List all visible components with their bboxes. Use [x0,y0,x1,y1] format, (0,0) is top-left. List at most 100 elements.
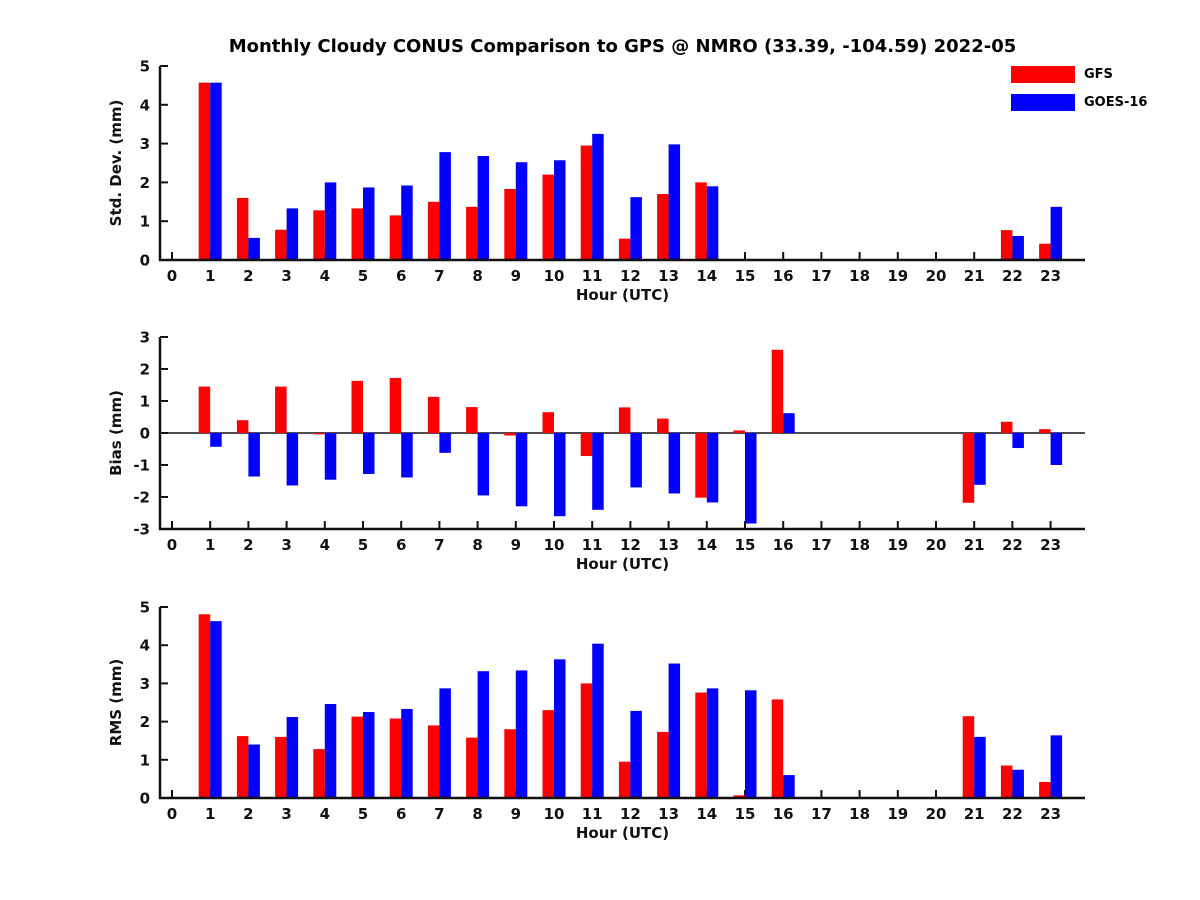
x-tick-label: 15 [735,267,756,285]
y-tick-label: -2 [133,489,150,507]
bar-gfs-hour-12 [618,238,631,260]
legend-label-goes16: GOES-16 [1084,95,1148,110]
bar-gfs-hour-2 [236,420,249,433]
y-tick-label: 4 [140,96,150,114]
bar-goes16-hour-22 [1012,769,1024,798]
bar-gfs-hour-14 [695,692,707,798]
y-tick-label: 5 [140,599,150,617]
x-tick-label: 13 [658,805,679,823]
y-tick-label: -3 [133,521,150,539]
bar-goes16-hour-13 [668,663,681,798]
x-tick-label: 5 [358,536,368,554]
bar-goes16-hour-22 [1012,235,1024,260]
y-tick-label: 0 [140,425,150,443]
x-tick-label: 3 [281,805,291,823]
x-tick-label: 12 [620,536,641,554]
x-tick-label: 8 [472,805,482,823]
bar-goes16-hour-11 [592,133,604,260]
bar-goes16-hour-7 [439,152,451,260]
x-tick-label: 11 [582,267,603,285]
x-tick-label: 2 [243,267,253,285]
x-tick-label: 23 [1040,267,1061,285]
y-tick-label: 3 [140,329,150,347]
bar-gfs-hour-23 [1039,429,1051,433]
bar-gfs-hour-11 [580,145,593,260]
x-tick-label: 20 [926,267,947,285]
x-tick-label: 1 [205,267,215,285]
bar-goes16-hour-3 [286,717,299,798]
legend-item-gfs: GFS [1011,66,1147,83]
bar-gfs-hour-7 [427,725,440,798]
bar-goes16-hour-6 [401,185,413,260]
x-tick-label: 8 [472,536,482,554]
legend: GFS GOES-16 [1011,66,1147,111]
bar-goes16-hour-22 [1012,433,1024,449]
bar-goes16-hour-14 [706,433,719,503]
bar-goes16-hour-4 [324,433,337,480]
bar-goes16-hour-23 [1050,735,1063,798]
x-tick-label: 16 [773,805,794,823]
bar-goes16-hour-15 [745,690,757,798]
bar-gfs-hour-12 [618,761,631,798]
bar-gfs-hour-22 [1000,230,1013,260]
bar-goes16-hour-1 [210,621,222,798]
bar-gfs-hour-10 [542,412,554,433]
x-tick-label: 10 [544,267,565,285]
x-tick-label: 9 [511,267,521,285]
x-tick-label: 12 [620,267,641,285]
x-tick-label: 17 [811,267,832,285]
x-tick-label: 0 [167,267,177,285]
y-tick-label: 0 [140,790,150,808]
x-tick-label: 21 [964,805,985,823]
bar-gfs-hour-7 [427,396,440,433]
x-axis-label: Hour (UTC) [576,555,669,573]
x-tick-label: 7 [434,536,444,554]
x-tick-label: 10 [544,536,565,554]
bar-gfs-hour-10 [542,174,554,260]
bar-goes16-hour-10 [554,659,566,798]
y-tick-label: 1 [140,751,150,769]
x-tick-label: 13 [658,267,679,285]
x-tick-label: 19 [887,805,908,823]
bar-gfs-hour-8 [466,206,478,260]
x-tick-label: 15 [735,536,756,554]
bar-gfs-hour-9 [504,729,516,798]
x-tick-label: 10 [544,805,565,823]
bar-gfs-hour-12 [618,407,631,433]
x-tick-label: 9 [511,805,521,823]
bar-gfs-hour-7 [427,201,440,260]
bar-goes16-hour-2 [248,237,260,260]
bar-gfs-hour-4 [313,210,325,260]
x-tick-label: 2 [243,805,253,823]
bar-gfs-hour-21 [962,433,975,503]
x-tick-label: 0 [167,805,177,823]
x-tick-label: 3 [281,267,291,285]
bar-goes16-hour-5 [363,187,375,260]
bar-goes16-hour-8 [477,433,490,496]
bar-goes16-hour-9 [515,670,528,798]
y-axis-label: RMS (mm) [107,659,125,746]
x-tick-label: 7 [434,805,444,823]
x-tick-label: 14 [696,805,717,823]
bar-gfs-hour-9 [504,433,516,436]
bar-goes16-hour-11 [592,433,604,510]
x-tick-label: 23 [1040,536,1061,554]
bar-gfs-hour-3 [275,229,287,260]
x-tick-label: 1 [205,536,215,554]
bar-gfs-hour-11 [580,683,593,798]
bar-gfs-hour-21 [962,716,975,798]
bar-goes16-hour-15 [745,433,757,524]
legend-item-goes16: GOES-16 [1011,94,1147,111]
x-tick-label: 16 [773,267,794,285]
bar-goes16-hour-6 [401,708,413,798]
bar-goes16-hour-5 [363,712,375,798]
x-tick-label: 18 [849,805,870,823]
bar-gfs-hour-13 [657,731,669,798]
y-tick-label: 3 [140,675,150,693]
y-tick-label: 3 [140,135,150,153]
bar-goes16-hour-23 [1050,433,1063,465]
